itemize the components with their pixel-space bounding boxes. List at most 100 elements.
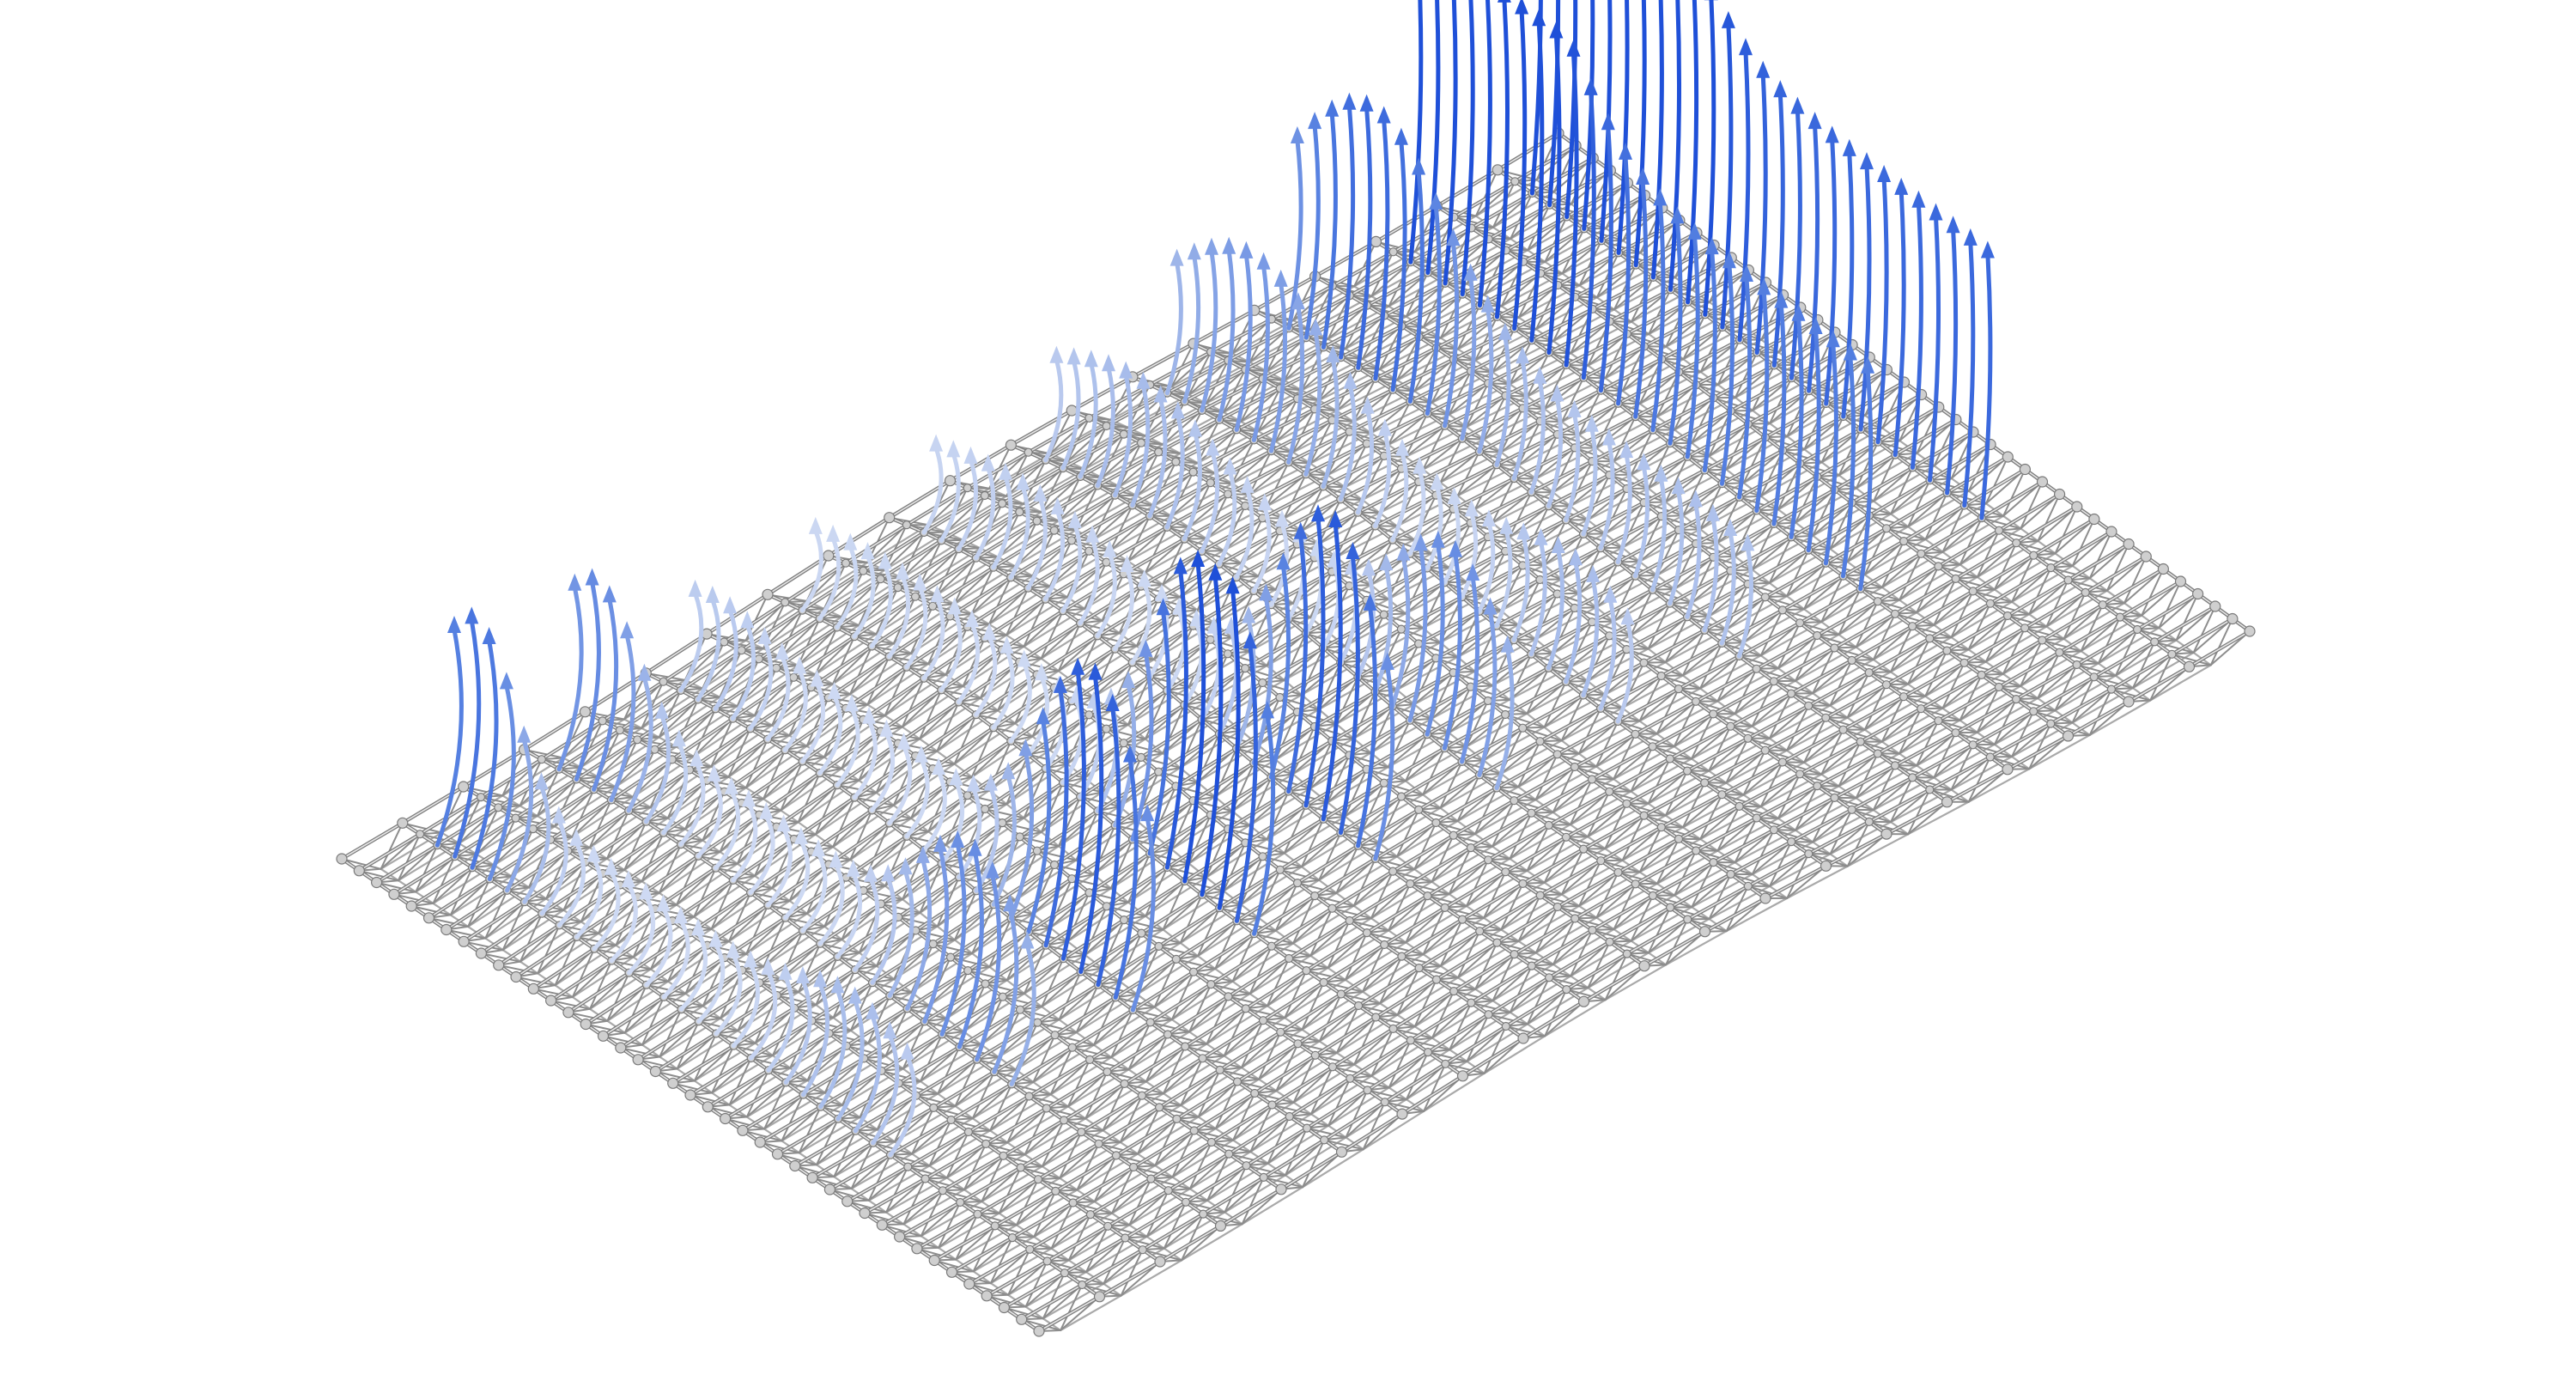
web-member: [623, 820, 647, 871]
bottom-chord: [1880, 551, 1944, 589]
web-member: [1665, 301, 1689, 348]
web-member: [953, 714, 977, 765]
bottom-chord: [744, 745, 808, 789]
bottom-chord: [1526, 987, 1589, 1025]
web-member: [962, 636, 986, 687]
bottom-chord: [1361, 953, 1425, 993]
web-member: [781, 1093, 805, 1142]
web-member: [1769, 377, 1793, 424]
web-member: [832, 969, 856, 1019]
web-member: [654, 1070, 696, 1082]
web-member: [740, 649, 782, 658]
web-member: [1223, 842, 1247, 892]
bottom-chord: [1621, 674, 1685, 709]
bottom-chord: [1794, 646, 1857, 682]
bottom-chord: [1993, 552, 2057, 591]
web-member: [1483, 394, 1507, 441]
bottom-chord: [1924, 502, 1988, 541]
bottom-chord: [815, 1128, 878, 1166]
web-member: [1786, 549, 1810, 598]
web-member: [1812, 489, 1836, 537]
bottom-chord: [2097, 626, 2160, 665]
bottom-chord: [1448, 857, 1511, 896]
bottom-chord: [1042, 1282, 1105, 1320]
web-member: [637, 1058, 678, 1070]
web-member: [611, 959, 652, 970]
web-member: [1716, 496, 1741, 544]
web-member: [710, 717, 734, 768]
web-member: [550, 1000, 592, 1010]
bottom-chord: [1231, 1101, 1295, 1141]
web-member: [1066, 714, 1091, 765]
web-member: [1066, 417, 1091, 463]
web-member: [628, 971, 670, 982]
web-member: [801, 929, 843, 940]
bottom-chord: [928, 1129, 992, 1167]
web-member: [954, 1058, 978, 1107]
web-member: [1205, 359, 1230, 405]
web-member: [1335, 676, 1359, 725]
bottom-chord: [1526, 519, 1589, 552]
bottom-chord: [1846, 833, 1910, 867]
bottom-chord: [1059, 1294, 1122, 1332]
web-member: [1492, 327, 1516, 374]
web-member: [932, 943, 974, 955]
bottom-chord: [2045, 589, 2108, 628]
web-member: [797, 772, 821, 824]
web-member: [767, 903, 808, 915]
bottom-chord: [1180, 1066, 1243, 1107]
web-member: [536, 768, 561, 818]
web-member: [1023, 944, 1048, 995]
web-member: [836, 955, 878, 967]
web-member: [1561, 376, 1585, 423]
bottom-chord: [1379, 964, 1442, 1005]
web-member: [1131, 661, 1173, 674]
web-member: [1405, 733, 1429, 782]
bottom-chord: [1327, 929, 1390, 970]
web-member: [697, 1020, 739, 1032]
bottom-chord: [1048, 927, 1069, 943]
bottom-chord: [1206, 1005, 1269, 1045]
bottom-chord: [1907, 800, 1970, 836]
web-member: [663, 995, 704, 1007]
web-member: [970, 727, 995, 778]
bottom-chord: [1335, 525, 1399, 558]
web-member: [1497, 168, 1538, 181]
web-member: [1291, 419, 1334, 453]
web-member: [358, 869, 399, 882]
web-member: [759, 1141, 800, 1154]
web-member: [662, 831, 704, 842]
web-member: [1079, 622, 1121, 635]
web-member: [676, 855, 700, 906]
bottom-chord: [1144, 738, 1164, 755]
web-member: [1370, 400, 1412, 435]
web-member: [1838, 428, 1862, 477]
web-member: [816, 1117, 840, 1166]
web-member: [1448, 685, 1472, 734]
bottom-chord: [1734, 679, 1797, 715]
bottom-chord: [1388, 1049, 1451, 1089]
web-member: [836, 784, 878, 794]
bottom-chord: [1803, 573, 1866, 611]
web-member: [1613, 575, 1637, 623]
web-member: [1473, 464, 1498, 510]
bottom-chord: [1093, 1164, 1157, 1203]
bottom-chord: [1352, 538, 1416, 572]
web-member: [707, 1105, 748, 1118]
web-member: [1101, 433, 1125, 479]
web-member: [1144, 526, 1169, 574]
web-member: [693, 1032, 718, 1082]
bottom-chord: [1170, 848, 1190, 865]
bottom-chord: [1163, 1211, 1226, 1250]
web-member: [445, 928, 487, 940]
bottom-chord: [1674, 396, 1737, 431]
web-member: [750, 891, 791, 902]
bottom-chord: [1941, 514, 2005, 553]
bottom-chord: [1431, 521, 1494, 555]
web-member: [919, 689, 943, 740]
web-member: [601, 720, 643, 729]
bottom-chord: [1708, 422, 1771, 458]
web-member: [1205, 828, 1230, 879]
web-member: [715, 1032, 756, 1044]
bottom-chord: [1249, 1113, 1313, 1153]
